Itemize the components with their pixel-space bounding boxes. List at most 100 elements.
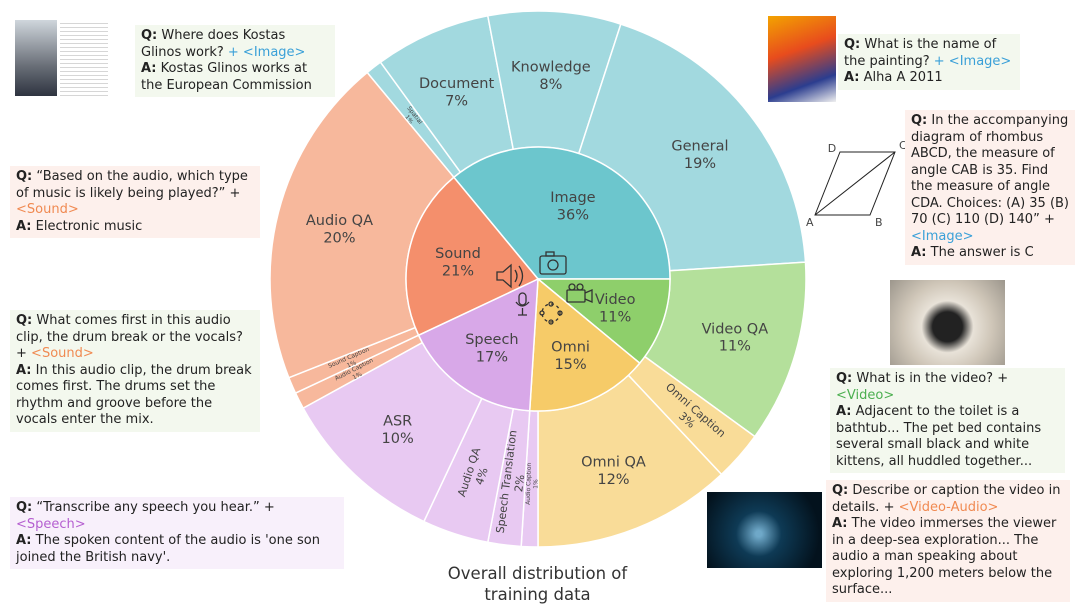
omni-icon xyxy=(539,301,563,325)
underwater-photo xyxy=(707,492,822,568)
video-icon xyxy=(566,283,593,303)
segment-value: 11% xyxy=(599,309,631,325)
answer-text: The answer is C xyxy=(930,245,1034,260)
segment-value: 11% xyxy=(719,339,751,355)
segment-value: 1% xyxy=(403,114,415,126)
segment-name: Omni QA xyxy=(581,455,646,471)
q-prefix: Q: xyxy=(16,169,33,184)
outer-label: ASR 10% xyxy=(382,414,414,447)
kittens-photo xyxy=(890,280,1005,365)
segment-value: 12% xyxy=(597,472,629,488)
outer-label: Audio Caption1% xyxy=(525,462,541,505)
q-prefix: Q: xyxy=(832,483,849,498)
question-text: Describe or caption the video in details… xyxy=(832,483,1061,515)
inner-label: Sound 21% xyxy=(435,246,481,279)
modality-tag: <Video-Audio> xyxy=(898,499,999,515)
answer: A: Alha A 2011 xyxy=(844,70,1014,87)
question-text: “Based on the audio, which type of music… xyxy=(16,169,248,201)
modality-tag: + <Image> xyxy=(227,44,306,60)
outer-label: General 19% xyxy=(671,138,728,171)
question-text: What is the name of the painting? xyxy=(844,37,997,69)
question: Q: Where does Kostas Glinos work? + <Ima… xyxy=(141,28,329,61)
outer-label: Video QA 11% xyxy=(702,321,769,354)
segment-name: Video xyxy=(595,292,636,308)
outer-label: Audio QA 20% xyxy=(306,213,373,246)
chart-title: Overall distribution of training data xyxy=(447,564,628,604)
diagram-label: A xyxy=(806,216,814,229)
segment-value: 19% xyxy=(684,156,716,172)
segment-value: 1% xyxy=(346,359,358,369)
segment-value: 17% xyxy=(476,349,508,365)
qa-box: Q: What comes first in this audio clip, … xyxy=(10,310,260,432)
segment-value: 1% xyxy=(352,371,364,382)
question-text: What comes first in this audio clip, the… xyxy=(16,313,243,361)
outer-label: Knowledge 8% xyxy=(511,60,591,93)
portrait-photo xyxy=(15,20,57,96)
segment-value: 7% xyxy=(445,93,468,109)
segment-name: Video QA xyxy=(702,321,769,337)
outer-label: Document 7% xyxy=(419,76,494,109)
segment-value: 4% xyxy=(473,466,491,487)
rhombus-diagram: D C A B xyxy=(806,139,907,229)
answer: A: Kostas Glinos works at the European C… xyxy=(141,61,329,94)
mic-icon xyxy=(515,292,530,316)
question: Q: In the accompanying diagram of rhombu… xyxy=(911,113,1069,245)
speaker-icon xyxy=(496,263,524,289)
modality-tag: <Sound> xyxy=(31,346,94,361)
segment-value: 15% xyxy=(554,357,586,373)
inner-label: Omni 15% xyxy=(551,339,590,372)
icons xyxy=(496,251,593,325)
inner-label: Image 36% xyxy=(550,190,595,223)
answer-text: The video immerses the viewer in a deep-… xyxy=(832,516,1057,597)
inner-segment xyxy=(452,146,671,280)
inner-label: Speech 17% xyxy=(465,332,518,365)
segment-name: Audio Caption xyxy=(525,462,533,505)
diagram-label: B xyxy=(875,216,883,229)
a-prefix: A: xyxy=(844,70,860,85)
diagram-label: C xyxy=(899,139,907,152)
question-text: “Transcribe any speech you hear.” + xyxy=(36,500,275,515)
answer-text: Alha A 2011 xyxy=(863,70,943,85)
inner-segment xyxy=(405,176,540,337)
q-prefix: Q: xyxy=(141,28,158,43)
modality-tag: <Image> xyxy=(911,228,974,244)
a-prefix: A: xyxy=(836,404,852,419)
q-prefix: Q: xyxy=(911,113,928,128)
segment-value: 20% xyxy=(323,231,355,247)
segment-name: Knowledge xyxy=(511,60,591,76)
qa-box: Q: What is the name of the painting? + <… xyxy=(838,34,1020,90)
question: Q: What is the name of the painting? + <… xyxy=(844,37,1014,70)
rhombus xyxy=(814,151,896,216)
a-prefix: A: xyxy=(911,245,927,260)
question-text: Where does Kostas Glinos work? xyxy=(141,28,286,60)
inner-segment xyxy=(417,277,539,412)
segment-value: 10% xyxy=(382,431,414,447)
question-text: What is in the video? + xyxy=(856,371,1009,386)
segment-value: 36% xyxy=(557,207,589,223)
qa-box: Q: “Based on the audio, which type of mu… xyxy=(10,166,260,238)
painting xyxy=(768,16,836,102)
camera-icon xyxy=(539,251,567,275)
qa-box: Q: “Transcribe any speech you hear.” + <… xyxy=(10,497,344,569)
answer-text: The spoken content of the audio is 'one … xyxy=(16,533,320,565)
answer: A: The video immerses the viewer in a de… xyxy=(832,516,1064,599)
inner-segment xyxy=(535,278,671,365)
modality-tag: <Video> xyxy=(836,387,895,403)
inner-label: Video 11% xyxy=(595,292,636,325)
inner-segment xyxy=(528,277,641,412)
segment-value: 21% xyxy=(442,264,474,280)
answer: A: In this audio clip, the drum break co… xyxy=(16,363,254,429)
segment-value: 1% xyxy=(532,479,539,489)
answer-text: Adjacent to the toilet is a bathtub... T… xyxy=(836,404,1042,469)
answer-text: Electronic music xyxy=(35,218,143,234)
answer-text: Kostas Glinos works at the European Comm… xyxy=(141,61,312,93)
question-text: In the accompanying diagram of rhombus A… xyxy=(911,113,1070,227)
q-prefix: Q: xyxy=(836,371,853,386)
segment-value: 2% xyxy=(512,474,527,493)
qa-box: Q: What is in the video? + <Video> A: Adj… xyxy=(830,368,1065,473)
answer: A: The answer is C xyxy=(911,245,1069,262)
qa-box: Q: Where does Kostas Glinos work? + <Ima… xyxy=(135,25,335,97)
segment-name: Omni xyxy=(551,339,590,355)
